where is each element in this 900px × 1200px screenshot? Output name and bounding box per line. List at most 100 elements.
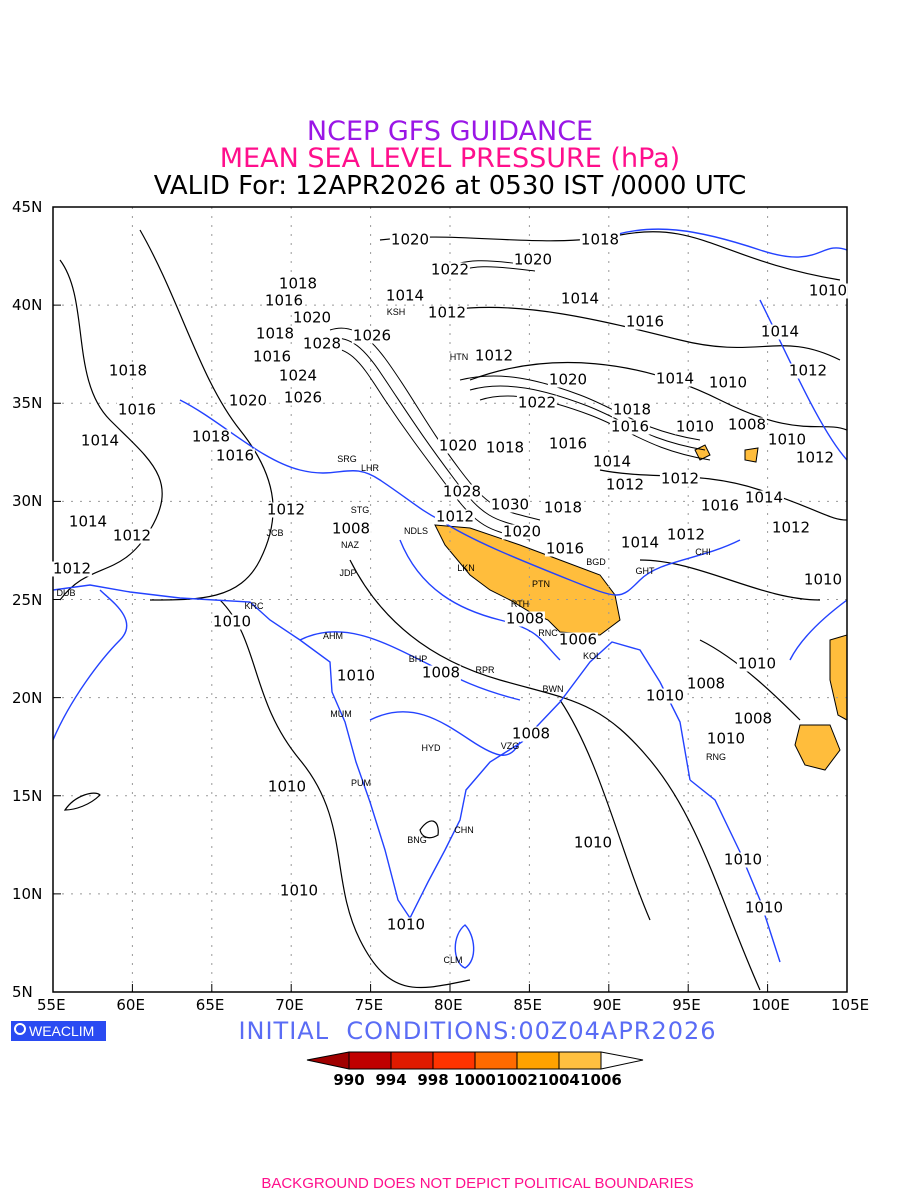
isobar-label: 1014 [384, 286, 426, 305]
isobar-label: 1012 [265, 500, 307, 519]
isobar-label: 1022 [516, 393, 558, 412]
legend-label: 1000 [454, 1071, 496, 1089]
low-pressure-fill-myanmar [794, 724, 841, 771]
legend-label: 1002 [496, 1071, 538, 1089]
isobar-label: 1012 [434, 507, 476, 526]
isobar-label: 1020 [291, 308, 333, 327]
isobar-label: 1010 [385, 915, 427, 934]
isobar-label: 1010 [766, 430, 808, 449]
city-label: BHP [408, 654, 428, 664]
city-label: KRC [244, 601, 264, 611]
logo-circle-icon [14, 1023, 26, 1035]
isobar-label: 1016 [544, 539, 586, 558]
city-label: PTN [532, 579, 550, 589]
lon-label: 55E [37, 996, 66, 1014]
lon-label: 95E [672, 996, 701, 1014]
lon-label: 85E [513, 996, 542, 1014]
lon-label: 80E [434, 996, 463, 1014]
isobar-label: 1018 [579, 230, 621, 249]
legend-swatch-1002 [516, 1051, 560, 1070]
isobar-label: 1014 [79, 431, 121, 450]
isobar-label: 1016 [116, 400, 158, 419]
city-label: VZG [500, 741, 520, 751]
isobar-label: 1020 [227, 391, 269, 410]
isobar-label: 1018 [277, 274, 319, 293]
weaclim-logo: WEACLIM [11, 1021, 106, 1041]
isobar-label: 1012 [787, 361, 829, 380]
isobar-label: 1012 [426, 303, 468, 322]
legend-label: 998 [417, 1071, 449, 1089]
isobar-label: 1018 [484, 438, 526, 457]
isobar-label: 1016 [214, 446, 256, 465]
legend-swatch-1004 [558, 1051, 602, 1070]
isobar-label: 1012 [604, 475, 646, 494]
lon-label: 105E [831, 996, 870, 1014]
lat-label: 25N [12, 590, 43, 609]
isobar-label: 1014 [591, 452, 633, 471]
lon-label: 75E [354, 996, 384, 1014]
isobar-label: 1010 [807, 281, 849, 300]
isobar-label: 1010 [335, 666, 377, 685]
isobar-label: 1008 [330, 519, 372, 538]
city-label: STG [350, 505, 370, 515]
legend-label: 1004 [538, 1071, 580, 1089]
legend-swatch-990 [348, 1051, 392, 1070]
city-label: NAZ [341, 540, 359, 550]
low-pressure-fill-tibet [694, 444, 759, 463]
legend-colorbar [306, 1051, 644, 1070]
isobar-label: 1008 [510, 724, 552, 743]
city-label: RNC [538, 628, 558, 638]
isobars [59, 229, 847, 991]
isobar-label: 1020 [547, 370, 589, 389]
lat-label: 45N [12, 198, 43, 216]
legend-swatch-998 [432, 1051, 476, 1070]
city-label: RNG [706, 752, 726, 762]
isobar-label: 1024 [277, 366, 319, 385]
lat-label: 40N [12, 296, 43, 315]
isobar-label: 1026 [282, 388, 324, 407]
isobar-label: 1010 [266, 777, 308, 796]
title-guidance: NCEP GFS GUIDANCE [306, 116, 594, 147]
city-label: SRG [337, 454, 357, 464]
isobar-label: 1028 [441, 482, 483, 501]
dense-isobars-himalaya [319, 260, 711, 541]
city-label: RTH [510, 599, 530, 609]
city-label: LKN [457, 563, 475, 573]
isobar-label: 1012 [665, 525, 707, 544]
legend-swatch-above-1006 [600, 1051, 644, 1070]
isobar-label: 1010 [572, 833, 614, 852]
city-label: AHM [323, 631, 343, 641]
isobar-label: 1010 [743, 898, 785, 917]
isobar-label: 1016 [699, 496, 741, 515]
isobar-label: 1012 [473, 346, 515, 365]
legend-label: 1006 [580, 1071, 622, 1089]
isobar-label: 1016 [547, 434, 589, 453]
city-label: KSH [386, 307, 406, 317]
lon-label: 90E [592, 996, 622, 1014]
isobar-label: 1012 [111, 526, 153, 545]
isobar-label: 1022 [429, 260, 471, 279]
lat-label: 5N [12, 983, 33, 1001]
isobar-label: 1010 [705, 729, 747, 748]
city-label: DUB [56, 588, 76, 598]
city-label: KOL [582, 651, 602, 661]
isobar-label: 1026 [351, 326, 393, 345]
city-label: GHT [635, 566, 655, 576]
lat-label: 35N [12, 394, 43, 413]
isobar-label: 1008 [685, 674, 727, 693]
city-label: PUM [351, 778, 371, 788]
legend-swatch-below-990 [306, 1051, 350, 1070]
lat-label: 20N [12, 688, 43, 707]
isobar-label: 1012 [659, 469, 701, 488]
isobar-label: 1020 [437, 436, 479, 455]
city-label: HYD [421, 743, 441, 753]
title-parameter: MEAN SEA LEVEL PRESSURE (hPa) [219, 143, 681, 174]
isobar-label: 1014 [759, 322, 801, 341]
city-label: CHI [695, 547, 711, 557]
isobar-label: 1020 [512, 250, 554, 269]
city-label: JCB [266, 528, 284, 538]
isobar-label: 1016 [251, 347, 293, 366]
isobar-label: 1008 [726, 415, 768, 434]
isobar-label: 1018 [542, 498, 584, 517]
